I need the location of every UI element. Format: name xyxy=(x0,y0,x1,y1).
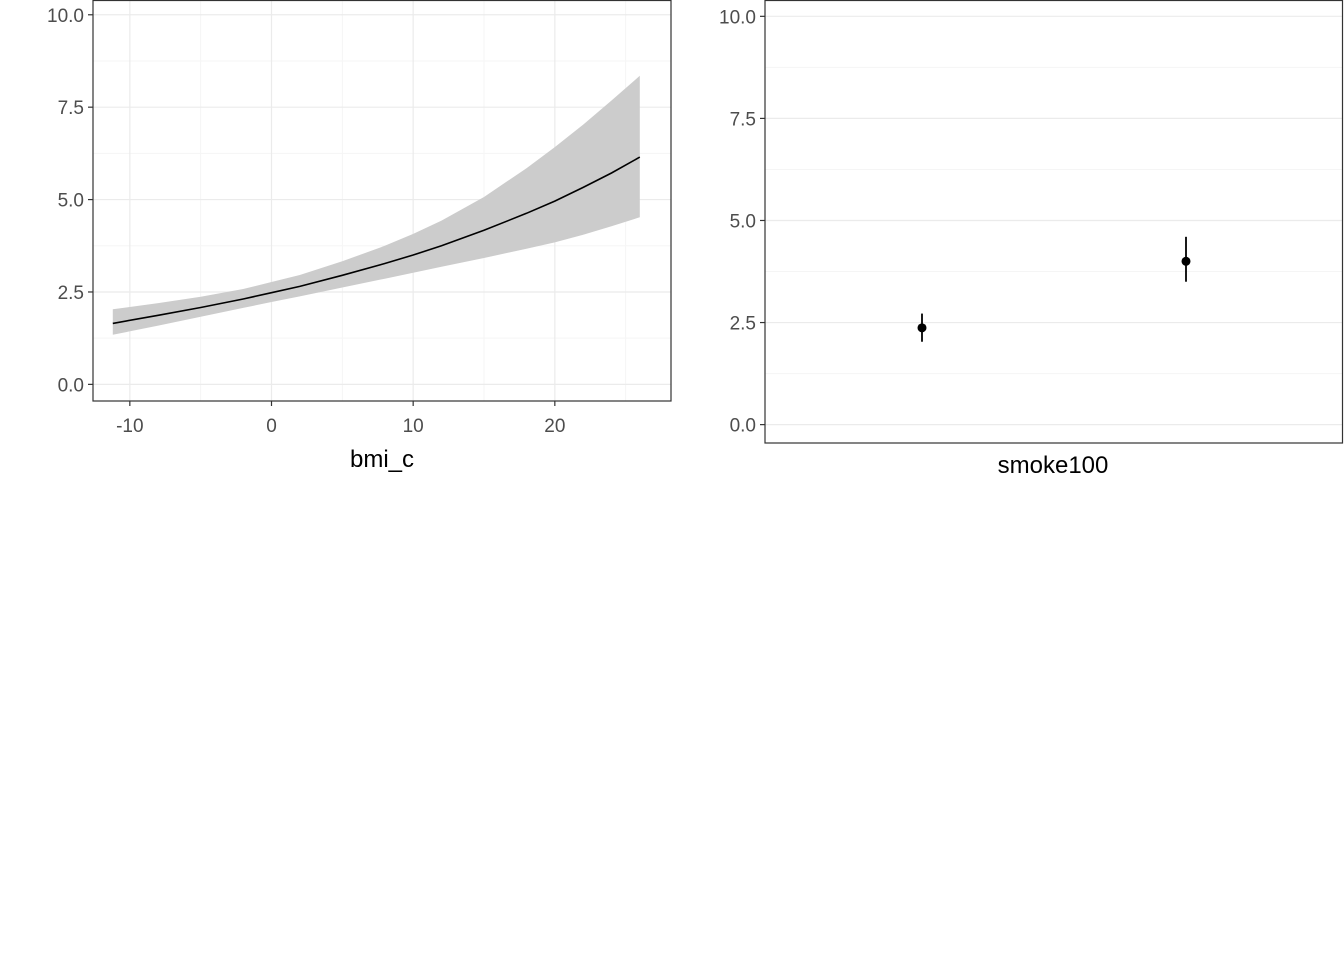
y-tick-label: 10.0 xyxy=(719,7,756,28)
panel-border xyxy=(764,0,1344,444)
bmi-panel: 0.0 2.5 5.0 7.5 10.0 -10 0 10 20 bmi_c xyxy=(47,0,672,473)
y-tick-label: 7.5 xyxy=(58,98,84,119)
point-estimate xyxy=(917,323,927,333)
x-axis-title: smoke100 xyxy=(998,452,1109,479)
y-tick-label: 7.5 xyxy=(730,109,756,130)
y-tick-label: 0.0 xyxy=(730,416,756,437)
smoke-panel: 0.0 2.5 5.0 7.5 10.0 smoke100 xyxy=(719,0,1344,479)
x-tick-label: 10 xyxy=(403,416,424,437)
y-tick-label: 5.0 xyxy=(730,211,756,232)
x-tick-label: 0 xyxy=(266,416,277,437)
x-axis-title: bmi_c xyxy=(350,446,414,473)
x-tick-label: 20 xyxy=(544,416,565,437)
y-tick-label: 2.5 xyxy=(730,314,756,335)
y-tick-label: 2.5 xyxy=(58,283,84,304)
y-tick-label: 0.0 xyxy=(58,375,84,396)
effect-line xyxy=(112,156,641,325)
confidence-band xyxy=(112,75,640,335)
y-tick-label: 10.0 xyxy=(47,6,84,27)
y-tick-label: 5.0 xyxy=(58,191,84,212)
x-tick-label: -10 xyxy=(116,416,143,437)
point-estimate xyxy=(1181,256,1191,266)
panel-border xyxy=(92,0,672,402)
